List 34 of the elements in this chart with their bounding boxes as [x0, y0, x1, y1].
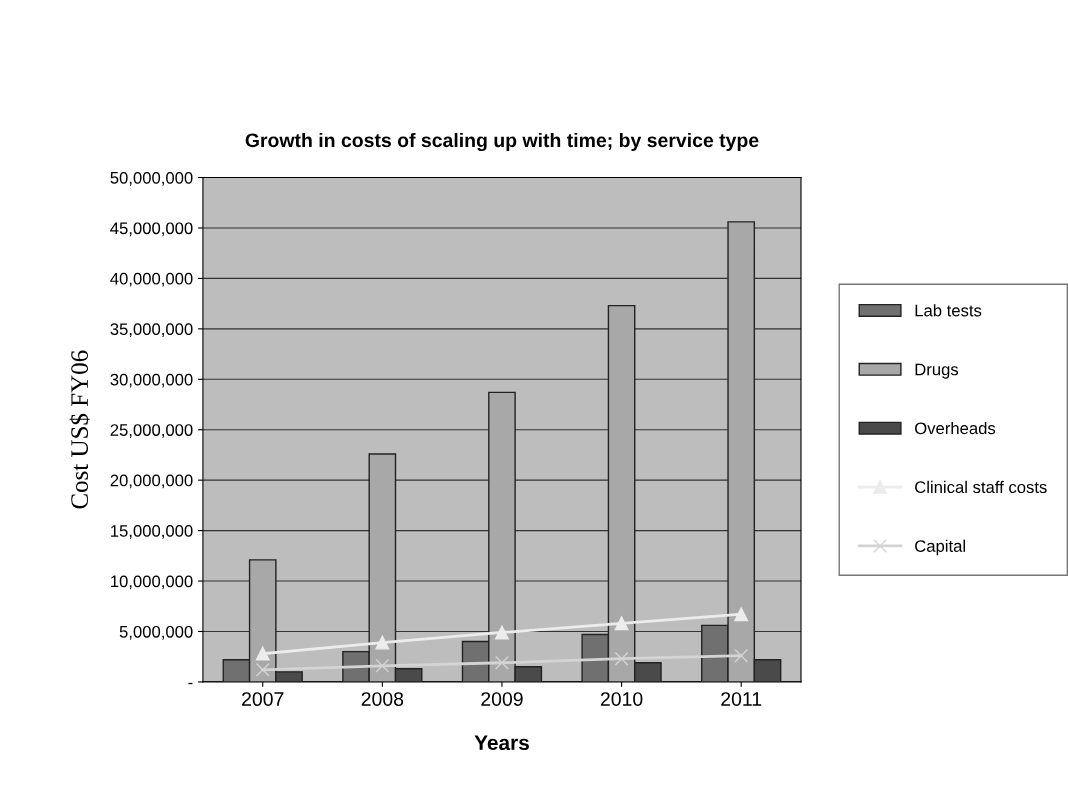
y-tick-label: 10,000,000 [111, 575, 193, 590]
x-axis-title: Years [474, 735, 529, 751]
x-tick-label: 2009 [481, 692, 523, 706]
y-tick-label: 40,000,000 [110, 272, 193, 287]
point [614, 616, 629, 631]
y-tick-label: 20,000,000 [110, 474, 193, 489]
y-tick-label: 50,000,000 [110, 171, 193, 186]
point [614, 651, 629, 666]
y-tick-label: 35,000,000 [110, 323, 193, 338]
point [255, 662, 270, 677]
chart-title: Growth in costs of scaling up with time; by service type [245, 132, 759, 152]
legend-label: Clinical staff costs [915, 480, 1047, 494]
y-axis-title: Cost US$ FY06 [69, 350, 90, 509]
point [495, 625, 509, 640]
x-tick-label: 2007 [242, 692, 284, 706]
y-tick-label: 30,000,000 [110, 373, 193, 388]
legend-label: Capital [915, 539, 965, 556]
y-tick-label: 25,000,000 [110, 424, 193, 438]
y-tick-label: 15,000,000 [111, 525, 193, 539]
point [375, 635, 390, 650]
x-tick-label: 2011 [721, 692, 762, 706]
point [375, 658, 390, 673]
x-tick-label: 2010 [600, 692, 643, 706]
y-tick-label: - [188, 682, 193, 685]
y-tick-label: 45,000,000 [110, 222, 193, 237]
point [495, 655, 509, 670]
x-tick-label: 2008 [361, 692, 404, 706]
legend-label: Overheads [915, 421, 996, 435]
y-tick-label: 5,000,000 [119, 625, 193, 640]
point [734, 607, 749, 622]
point [255, 646, 270, 661]
legend-label: Drugs [915, 363, 959, 379]
legend-label: Lab tests [915, 304, 982, 317]
point [734, 648, 749, 663]
